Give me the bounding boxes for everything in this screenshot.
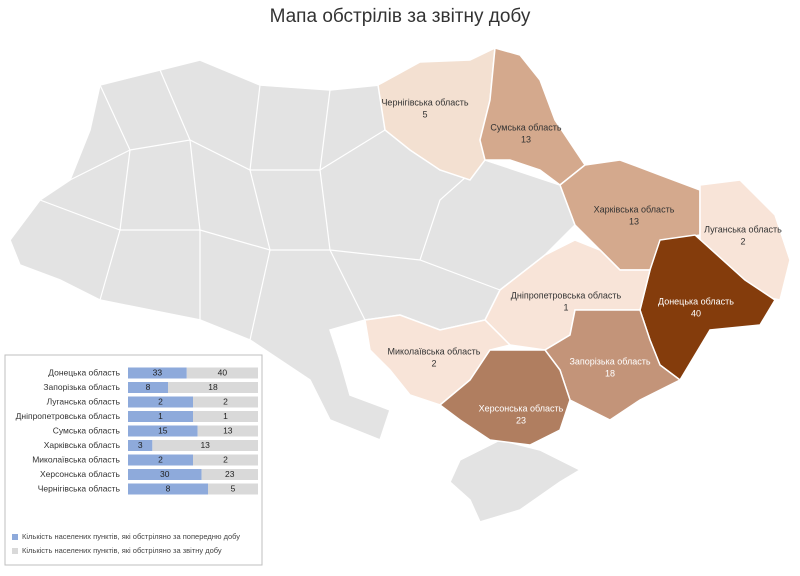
data-label: 8 <box>166 483 171 493</box>
bar-segment <box>128 396 193 408</box>
bar-segment <box>128 454 193 466</box>
bar-segment <box>152 440 258 451</box>
data-label: 2 <box>223 454 228 464</box>
category-label: Сумська область <box>53 425 121 435</box>
category-label: Харківська область <box>44 440 121 450</box>
region-name: Миколаївська область <box>388 346 481 356</box>
region-name: Дніпропетровська область <box>511 290 622 300</box>
region-value: 2 <box>740 236 745 246</box>
region-name: Херсонська область <box>479 403 564 413</box>
region-name: Запорізька область <box>569 356 650 366</box>
region-value: 13 <box>629 216 639 226</box>
data-label: 3 <box>138 440 143 450</box>
region-value: 13 <box>521 134 531 144</box>
bar-segment <box>193 396 258 408</box>
bar-segment <box>128 469 202 480</box>
region-name: Донецька область <box>658 296 734 306</box>
legend-label: Кількість населених пунктів, які обстріл… <box>22 546 222 555</box>
category-label: Миколаївська область <box>32 454 120 464</box>
data-label: 40 <box>218 367 228 377</box>
region-value: 2 <box>431 358 436 368</box>
region-name: Сумська область <box>490 122 562 132</box>
bar-segment <box>186 367 258 379</box>
data-label: 23 <box>225 469 235 479</box>
region-value: 5 <box>422 109 427 119</box>
region-value: 40 <box>691 308 701 318</box>
region-value: 18 <box>605 368 615 378</box>
bar-segment <box>193 454 258 466</box>
region-value: 23 <box>516 415 526 425</box>
data-label: 15 <box>158 425 168 435</box>
crimea <box>449 439 582 523</box>
bar-segment <box>128 483 208 495</box>
data-label: 13 <box>223 425 233 435</box>
inset-chart: Донецька область 33 40 Запорізька область 8 1… <box>12 367 258 555</box>
category-label: Дніпропетровська область <box>16 411 121 421</box>
region <box>438 349 571 446</box>
region-borders <box>39 69 501 341</box>
bar-segment <box>128 367 187 379</box>
data-label: 1 <box>158 411 163 421</box>
data-label: 2 <box>223 396 228 406</box>
category-label: Запорізька область <box>43 382 120 392</box>
data-label: 2 <box>158 454 163 464</box>
data-label: 8 <box>146 382 151 392</box>
data-label: 5 <box>231 483 236 493</box>
bar-segment <box>128 425 198 437</box>
region-value: 1 <box>563 302 568 312</box>
data-label: 1 <box>223 411 228 421</box>
data-label: 2 <box>158 396 163 406</box>
region <box>479 47 587 186</box>
legend-swatch <box>12 548 18 554</box>
region-name: Луганська область <box>704 224 782 234</box>
region <box>543 309 682 421</box>
region-name: Харківська область <box>594 204 675 214</box>
bar-segment <box>128 411 193 422</box>
bar-segment <box>197 425 258 437</box>
category-label: Донецька область <box>48 367 120 377</box>
regions: Чернігівська область 5 Сумська область 13 Ха… <box>364 46 791 446</box>
bar-segment <box>193 411 258 422</box>
category-label: Луганська область <box>47 396 121 406</box>
bar-segment <box>208 483 258 495</box>
data-label: 18 <box>208 382 218 392</box>
category-label: Чернігівська область <box>38 483 121 493</box>
bar-segment <box>128 382 168 393</box>
legend-swatch <box>12 534 18 540</box>
legend-label: Кількість населених пунктів, які обстріл… <box>22 532 240 541</box>
bar-segment <box>128 440 153 451</box>
category-label: Херсонська область <box>40 469 121 479</box>
data-label: 30 <box>160 469 170 479</box>
bar-segment <box>168 382 258 393</box>
page-title: Мапа обстрілів за звітну добу <box>270 6 531 27</box>
data-label: 33 <box>153 367 163 377</box>
data-label: 13 <box>200 440 210 450</box>
region-name: Чернігівська область <box>381 97 468 107</box>
bar-segment <box>201 469 258 480</box>
